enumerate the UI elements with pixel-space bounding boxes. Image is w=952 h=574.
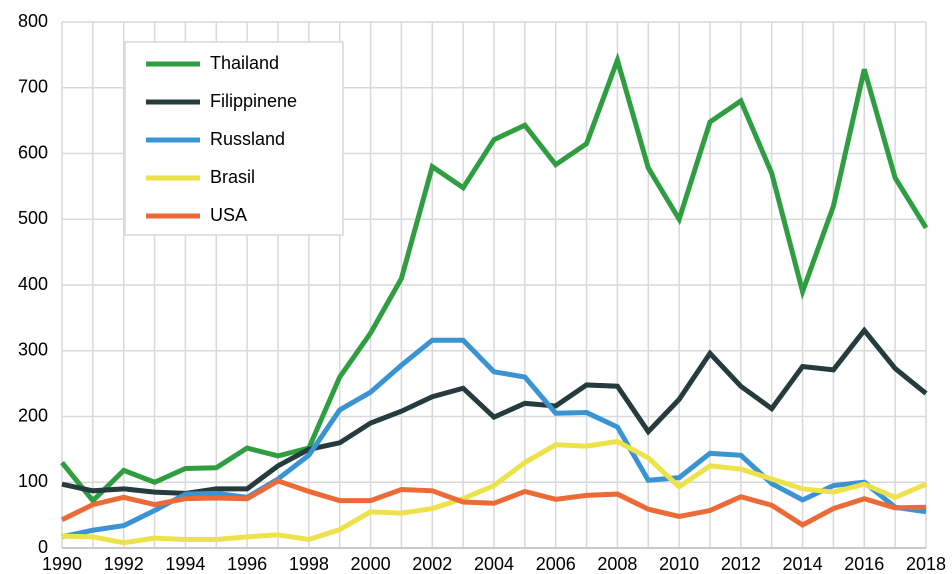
x-tick-label: 1998 [289, 554, 329, 574]
y-tick-label: 200 [18, 405, 48, 425]
y-tick-label: 500 [18, 208, 48, 228]
legend-label: Brasil [210, 167, 255, 187]
y-tick-label: 700 [18, 77, 48, 97]
legend-label: USA [210, 205, 247, 225]
y-tick-label: 400 [18, 274, 48, 294]
x-tick-label: 1992 [104, 554, 144, 574]
x-tick-label: 2018 [906, 554, 946, 574]
y-tick-label: 100 [18, 471, 48, 491]
x-tick-label: 2014 [783, 554, 823, 574]
x-tick-label: 2008 [597, 554, 637, 574]
x-tick-label: 2002 [412, 554, 452, 574]
y-tick-label: 300 [18, 340, 48, 360]
y-tick-label: 600 [18, 142, 48, 162]
x-tick-label: 2010 [659, 554, 699, 574]
series-line [60, 52, 929, 505]
y-tick-label: 800 [18, 11, 48, 31]
x-tick-label: 2006 [536, 554, 576, 574]
x-tick-label: 2004 [474, 554, 514, 574]
legend-label: Thailand [210, 53, 279, 73]
series-line [61, 438, 927, 546]
x-tick-label: 1994 [165, 554, 205, 574]
series-line [61, 326, 928, 496]
legend-label: Russland [210, 129, 285, 149]
series-line [61, 337, 927, 540]
x-tick-label: 1996 [227, 554, 267, 574]
y-tick-label: 0 [38, 537, 48, 557]
series-line [60, 478, 927, 528]
x-tick-label: 2012 [721, 554, 761, 574]
x-tick-label: 2000 [351, 554, 391, 574]
legend-label: Filippinene [210, 91, 297, 111]
x-tick-label: 2016 [844, 554, 884, 574]
x-tick-label: 1990 [42, 554, 82, 574]
